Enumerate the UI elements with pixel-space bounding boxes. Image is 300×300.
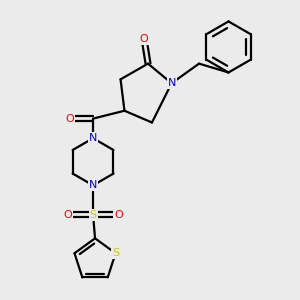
Text: S: S — [112, 248, 119, 258]
Text: N: N — [89, 180, 97, 190]
Text: S: S — [89, 210, 97, 220]
Text: O: O — [63, 210, 72, 220]
Text: O: O — [65, 114, 74, 124]
Text: N: N — [167, 78, 176, 88]
Text: N: N — [89, 133, 97, 143]
Text: O: O — [114, 210, 123, 220]
Text: O: O — [140, 34, 148, 44]
